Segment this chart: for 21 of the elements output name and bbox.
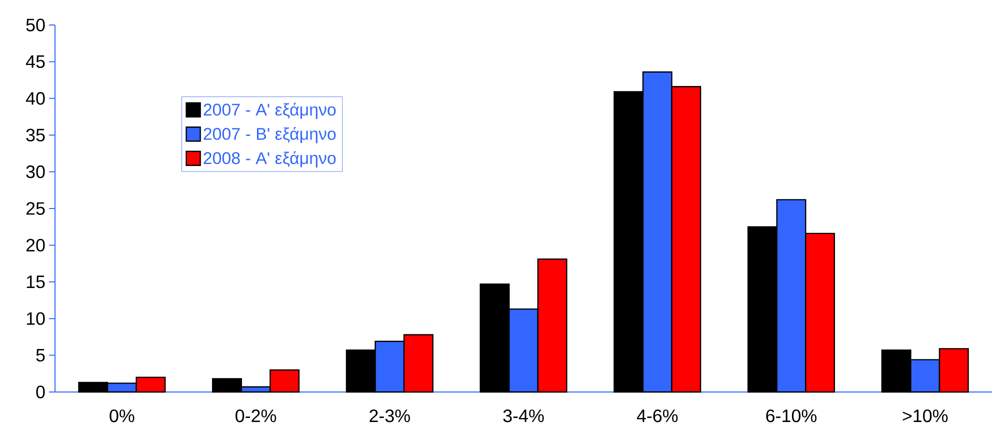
y-tick-label: 20 [26, 238, 45, 252]
x-tick-label: 6-10% [766, 409, 816, 422]
legend-label: 2008 - A' εξάμηνο [204, 151, 336, 168]
y-tick-label: 45 [26, 55, 45, 68]
legend-label: 2007 - B' εξάμηνο [204, 126, 336, 144]
legend-label: 2007 - A' εξάμηνο [204, 102, 336, 120]
y-tick-label: 40 [26, 92, 45, 105]
y-tick-label: 0 [36, 386, 45, 398]
y-tick-label: 15 [26, 276, 45, 288]
x-tick-label: 0-2% [236, 409, 276, 422]
x-tick-label: >10% [902, 409, 948, 422]
y-tick-label: 25 [26, 202, 45, 215]
x-tick-label: 2-3% [370, 409, 410, 422]
y-tick-label: 35 [26, 128, 45, 142]
x-tick-label: 0% [110, 409, 134, 422]
x-tick-label: 3-4% [503, 409, 544, 422]
y-tick-label: 30 [26, 165, 45, 178]
y-tick-label: 10 [26, 312, 45, 325]
y-tick-label: 50 [26, 18, 45, 32]
x-tick-label: 4-6% [636, 409, 678, 422]
y-tick-label: 5 [36, 349, 45, 362]
